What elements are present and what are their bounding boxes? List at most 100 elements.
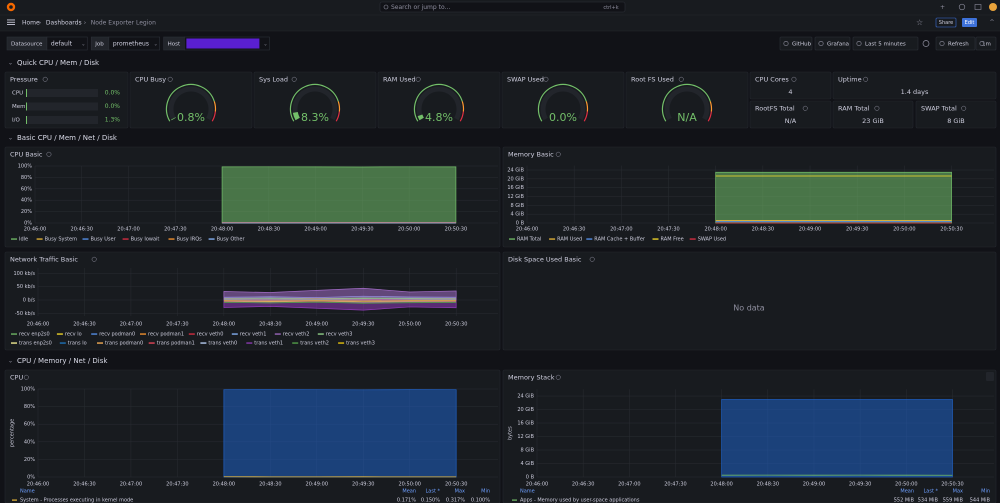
- panel-title: Root FS Used: [631, 76, 674, 84]
- toolbar-label[interactable]: Grafana: [827, 41, 849, 47]
- panel-title: Disk Space Used Basic: [508, 256, 582, 264]
- panel: [749, 100, 832, 129]
- news-icon[interactable]: [974, 4, 982, 10]
- pressure-track: [26, 116, 98, 124]
- variable-select[interactable]: [46, 36, 88, 51]
- legend-entry[interactable]: trans veth3: [346, 341, 375, 347]
- plus-icon[interactable]: +: [940, 4, 945, 11]
- legend-entry[interactable]: trans veth1: [254, 341, 283, 347]
- avatar[interactable]: [989, 3, 997, 11]
- panel-menu[interactable]: [986, 372, 994, 381]
- edit-label[interactable]: Edit: [965, 20, 975, 26]
- edit-button[interactable]: [962, 18, 977, 27]
- legend-entry[interactable]: trans veth2: [300, 341, 329, 347]
- info-icon: [543, 76, 549, 82]
- row-title[interactable]: CPU / Memory / Net / Disk: [17, 357, 108, 365]
- legend-swatch: [59, 342, 66, 344]
- legend-entry[interactable]: RAM Used: [557, 237, 582, 243]
- legend-entry[interactable]: recv veth3: [326, 332, 353, 338]
- x-tick-label: 20:47:00: [618, 482, 640, 488]
- star-icon[interactable]: ☆: [916, 18, 923, 27]
- series-area: [221, 166, 457, 224]
- x-tick-label: 20:46:30: [572, 482, 594, 488]
- panel-title: CPU Busy: [135, 76, 166, 84]
- panel-title: Pressure: [10, 76, 38, 84]
- legend-swatch: [274, 333, 281, 335]
- legend-entry[interactable]: Busy Other: [217, 237, 246, 243]
- toolbar-label[interactable]: GitHub: [792, 41, 812, 47]
- legend-entry[interactable]: recv enp2s0: [19, 332, 50, 338]
- legend-swatch: [97, 342, 103, 344]
- menu-icon[interactable]: [7, 19, 15, 26]
- toolbar-button[interactable]: [814, 36, 851, 51]
- legend-value: 559 MiB: [943, 498, 964, 503]
- x-tick-label: 20:46:00: [27, 482, 49, 488]
- legend-entry[interactable]: trans enp2s0: [19, 341, 52, 347]
- legend-entry[interactable]: SWAP Used: [698, 237, 726, 243]
- panel: [253, 71, 377, 129]
- variable-value[interactable]: prometheus: [113, 40, 149, 47]
- legend-entry[interactable]: recv lo: [65, 332, 82, 338]
- legend-entry[interactable]: recv podman1: [148, 332, 184, 338]
- toolbar-label[interactable]: 1m: [982, 41, 991, 47]
- variable-label: Job: [94, 41, 104, 47]
- grafana-logo-inner: [9, 5, 13, 9]
- gauge-threshold: [213, 101, 217, 112]
- legend-value: 0.100%: [471, 498, 490, 503]
- share-button[interactable]: [935, 17, 957, 28]
- y-tick-label: 12 GiB: [507, 194, 524, 200]
- variable-value[interactable]: default: [51, 40, 73, 47]
- legend-entry[interactable]: RAM Free: [661, 237, 684, 243]
- gauge-label: N/A: [677, 111, 697, 124]
- search-shortcut: ctrl+k: [603, 5, 618, 11]
- legend-entry[interactable]: trans lo: [68, 341, 87, 347]
- legend-entry[interactable]: recv veth0: [197, 332, 224, 338]
- legend-name[interactable]: System - Processes executing in kernel m…: [20, 498, 133, 503]
- panel: [377, 71, 501, 129]
- x-tick-label: 20:48:00: [211, 227, 233, 233]
- legend-entry[interactable]: RAM Total: [517, 237, 541, 243]
- legend-entry[interactable]: trans podman1: [157, 341, 195, 347]
- row-title[interactable]: Basic CPU / Mem / Net / Disk: [17, 134, 118, 142]
- x-tick-label: 20:49:30: [849, 482, 871, 488]
- toolbar-label[interactable]: Last 5 minutes: [865, 41, 906, 47]
- legend-header: Last *: [923, 489, 938, 495]
- panel: [4, 71, 129, 129]
- legend-entry[interactable]: recv veth1: [240, 332, 267, 338]
- legend-entry[interactable]: Busy User: [91, 237, 117, 243]
- toolbar-label[interactable]: Refresh: [948, 41, 969, 47]
- legend-entry[interactable]: recv veth2: [283, 332, 310, 338]
- legend-swatch: [652, 238, 659, 240]
- gauge-threshold: [165, 83, 215, 122]
- legend-entry[interactable]: RAM Cache + Buffer: [594, 237, 646, 243]
- legend-entry[interactable]: Busy System: [45, 237, 78, 243]
- legend-swatch: [188, 333, 195, 335]
- zoom-out-icon[interactable]: [922, 40, 930, 47]
- toolbar-button[interactable]: [779, 36, 813, 51]
- legend-entry[interactable]: trans veth0: [208, 341, 237, 347]
- collapse-icon[interactable]: ^: [989, 19, 994, 26]
- toolbar-button[interactable]: [975, 36, 997, 51]
- help-icon[interactable]: [958, 3, 966, 11]
- panel-title: Memory Stack: [508, 374, 555, 382]
- legend-entry[interactable]: Idle: [19, 237, 28, 243]
- x-tick-label: 20:48:30: [757, 482, 779, 488]
- variable-select[interactable]: [108, 36, 160, 51]
- breadcrumb[interactable]: Dashboards: [46, 19, 82, 26]
- info-icon: [167, 76, 173, 82]
- legend-name[interactable]: Apps - Memory used by user-space applica…: [520, 498, 640, 503]
- x-tick-label: 20:49:30: [846, 227, 868, 233]
- search-box[interactable]: [379, 1, 626, 13]
- x-tick-label: 20:47:30: [166, 322, 188, 328]
- toolbar-button[interactable]: [852, 36, 919, 51]
- legend-entry[interactable]: Busy IRQs: [177, 237, 203, 243]
- legend-swatch: [338, 342, 345, 344]
- toolbar-button[interactable]: [935, 36, 976, 51]
- share-label[interactable]: Share: [939, 20, 953, 26]
- breadcrumb[interactable]: Home: [22, 19, 40, 26]
- legend-entry[interactable]: Busy Iowait: [131, 237, 160, 243]
- y-tick-label: 0%: [27, 475, 35, 481]
- legend-entry[interactable]: trans podman0: [105, 341, 143, 347]
- row-title[interactable]: Quick CPU / Mem / Disk: [17, 59, 100, 67]
- legend-entry[interactable]: recv podman0: [99, 332, 135, 338]
